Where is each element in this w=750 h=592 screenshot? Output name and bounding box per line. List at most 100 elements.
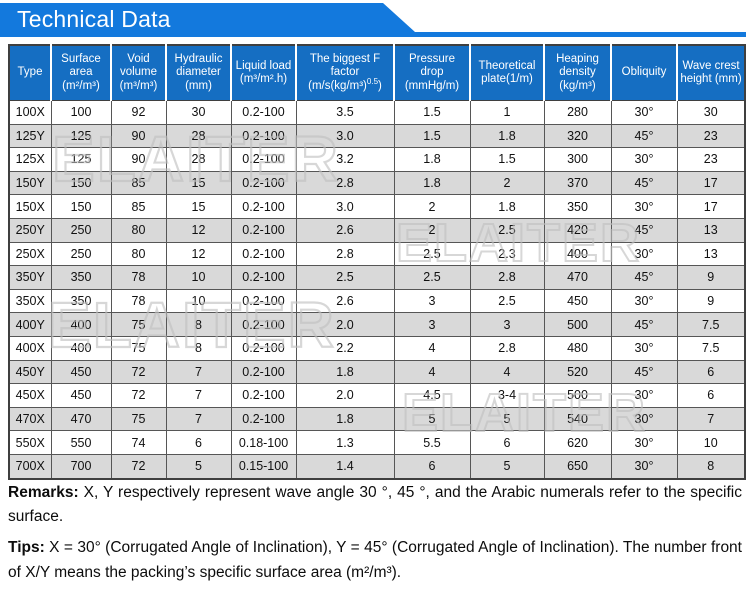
table-cell: 0.2-100 [230, 265, 297, 290]
table-cell: 30° [610, 288, 678, 314]
table-cell: 450X [8, 383, 52, 408]
table-cell: 0.2-100 [230, 383, 297, 408]
table-cell: 125 [50, 123, 112, 149]
table-cell: 7 [676, 406, 746, 432]
table-cell: 1.8 [393, 170, 471, 196]
table-cell: 30° [610, 335, 678, 361]
table-cell: 0.2-100 [230, 123, 297, 149]
table-cell: 0.15-100 [230, 453, 297, 480]
table-row: 125X 125 90 28 0.2-100 3.2 1.8 1.5 300 30° 23 [8, 147, 746, 172]
table-cell: 6 [676, 359, 746, 385]
table-cell: 1.5 [469, 147, 545, 172]
table-cell: 2.2 [295, 335, 395, 361]
column-header: Pressure drop (mmHg/m) [393, 45, 470, 101]
table-cell: 78 [110, 288, 167, 314]
table-cell: 45° [610, 265, 678, 290]
table-cell: 72 [110, 453, 167, 480]
table-row: 100X 100 92 30 0.2-100 3.5 1.5 1 280 30° 30 [8, 100, 746, 125]
table-cell: 10 [165, 265, 232, 290]
table-cell: 2 [393, 194, 471, 219]
table-cell: 3 [393, 312, 471, 337]
table-cell: 0.2-100 [230, 335, 297, 361]
table-cell: 125X [8, 147, 52, 172]
table-cell: 28 [165, 123, 232, 149]
table-cell: 2 [393, 217, 471, 243]
table-cell: 520 [543, 359, 612, 385]
table-cell: 3 [393, 288, 471, 314]
table-row: 350X 350 78 10 0.2-100 2.6 3 2.5 450 30° 9 [8, 288, 746, 314]
table-cell: 3 [469, 312, 545, 337]
table-cell: 2.3 [469, 241, 545, 267]
table-cell: 0.2-100 [230, 312, 297, 337]
table-cell: 2.0 [295, 383, 395, 408]
table-cell: 150Y [8, 170, 52, 196]
table-cell: 450 [543, 288, 612, 314]
table-cell: 450 [50, 383, 112, 408]
table-cell: 300 [543, 147, 612, 172]
table-cell: 250 [50, 217, 112, 243]
table-row: 150X 150 85 15 0.2-100 3.0 2 1.8 350 30° 17 [8, 194, 746, 219]
table-cell: 125Y [8, 123, 52, 149]
table-cell: 1.3 [295, 430, 395, 455]
table-cell: 450 [50, 359, 112, 385]
banner: Technical Data [0, 3, 746, 37]
table-cell: 2.8 [295, 241, 395, 267]
table-cell: 350X [8, 288, 52, 314]
table-cell: 6 [676, 383, 746, 408]
table-cell: 12 [165, 217, 232, 243]
table-cell: 400Y [8, 312, 52, 337]
column-header: Theoretical plate(1/m) [469, 45, 544, 101]
table-cell: 30° [610, 383, 678, 408]
column-header: Type [9, 45, 51, 101]
table-cell: 500 [543, 312, 612, 337]
table-cell: 2.6 [295, 288, 395, 314]
table-row: 700X 700 72 5 0.15-100 1.4 6 5 650 30° 8 [8, 453, 746, 480]
table-row: 350Y 350 78 10 0.2-100 2.5 2.5 2.8 470 45° 9 [8, 265, 746, 290]
table-cell: 550X [8, 430, 52, 455]
table-cell: 8 [676, 453, 746, 480]
table-body: 100X 100 92 30 0.2-100 3.5 1.5 1 280 30° 30 125Y 125… [8, 100, 746, 480]
table-cell: 550 [50, 430, 112, 455]
table-cell: 75 [110, 335, 167, 361]
remarks-label: Remarks: [8, 484, 79, 501]
table-cell: 13 [676, 241, 746, 267]
table-cell: 3.0 [295, 123, 395, 149]
table-cell: 5 [393, 406, 471, 432]
table-cell: 92 [110, 100, 167, 125]
table-row: 450X 450 72 7 0.2-100 2.0 4.5 3-4 500 30° 6 [8, 383, 746, 408]
table-cell: 30 [676, 100, 746, 125]
table-cell: 6 [165, 430, 232, 455]
table-cell: 470X [8, 406, 52, 432]
table-cell: 320 [543, 123, 612, 149]
table-cell: 5 [469, 453, 545, 480]
table-cell: 150 [50, 170, 112, 196]
table-cell: 3.2 [295, 147, 395, 172]
table-cell: 2.8 [469, 335, 545, 361]
table-cell: 5.5 [393, 430, 471, 455]
table-cell: 125 [50, 147, 112, 172]
table-cell: 45° [610, 123, 678, 149]
remarks: Remarks: X, Y respectively represent wav… [8, 481, 742, 529]
column-header: Void volume (m³/m³) [110, 45, 166, 101]
table-cell: 23 [676, 147, 746, 172]
table-cell: 3.0 [295, 194, 395, 219]
column-header: Wave crest height (mm) [676, 45, 745, 101]
table-cell: 7 [165, 359, 232, 385]
table-cell: 2.5 [469, 288, 545, 314]
table-cell: 5 [469, 406, 545, 432]
remarks-text: X, Y respectively represent wave angle 3… [8, 484, 742, 526]
table-row: 470X 470 75 7 0.2-100 1.8 5 5 540 30° 7 [8, 406, 746, 432]
table-cell: 4.5 [393, 383, 471, 408]
table-cell: 2.6 [295, 217, 395, 243]
column-header: Hydraulic diameter (mm) [165, 45, 231, 101]
table-cell: 1 [469, 100, 545, 125]
table-cell: 80 [110, 241, 167, 267]
table-cell: 75 [110, 406, 167, 432]
table-cell: 400X [8, 335, 52, 361]
technical-data-table: Type Surface area (m²/m³) Void volume (m³/… [8, 44, 746, 480]
table-cell: 400 [50, 335, 112, 361]
table-cell: 15 [165, 170, 232, 196]
table-cell: 250X [8, 241, 52, 267]
table-cell: 700X [8, 453, 52, 480]
table-cell: 400 [543, 241, 612, 267]
